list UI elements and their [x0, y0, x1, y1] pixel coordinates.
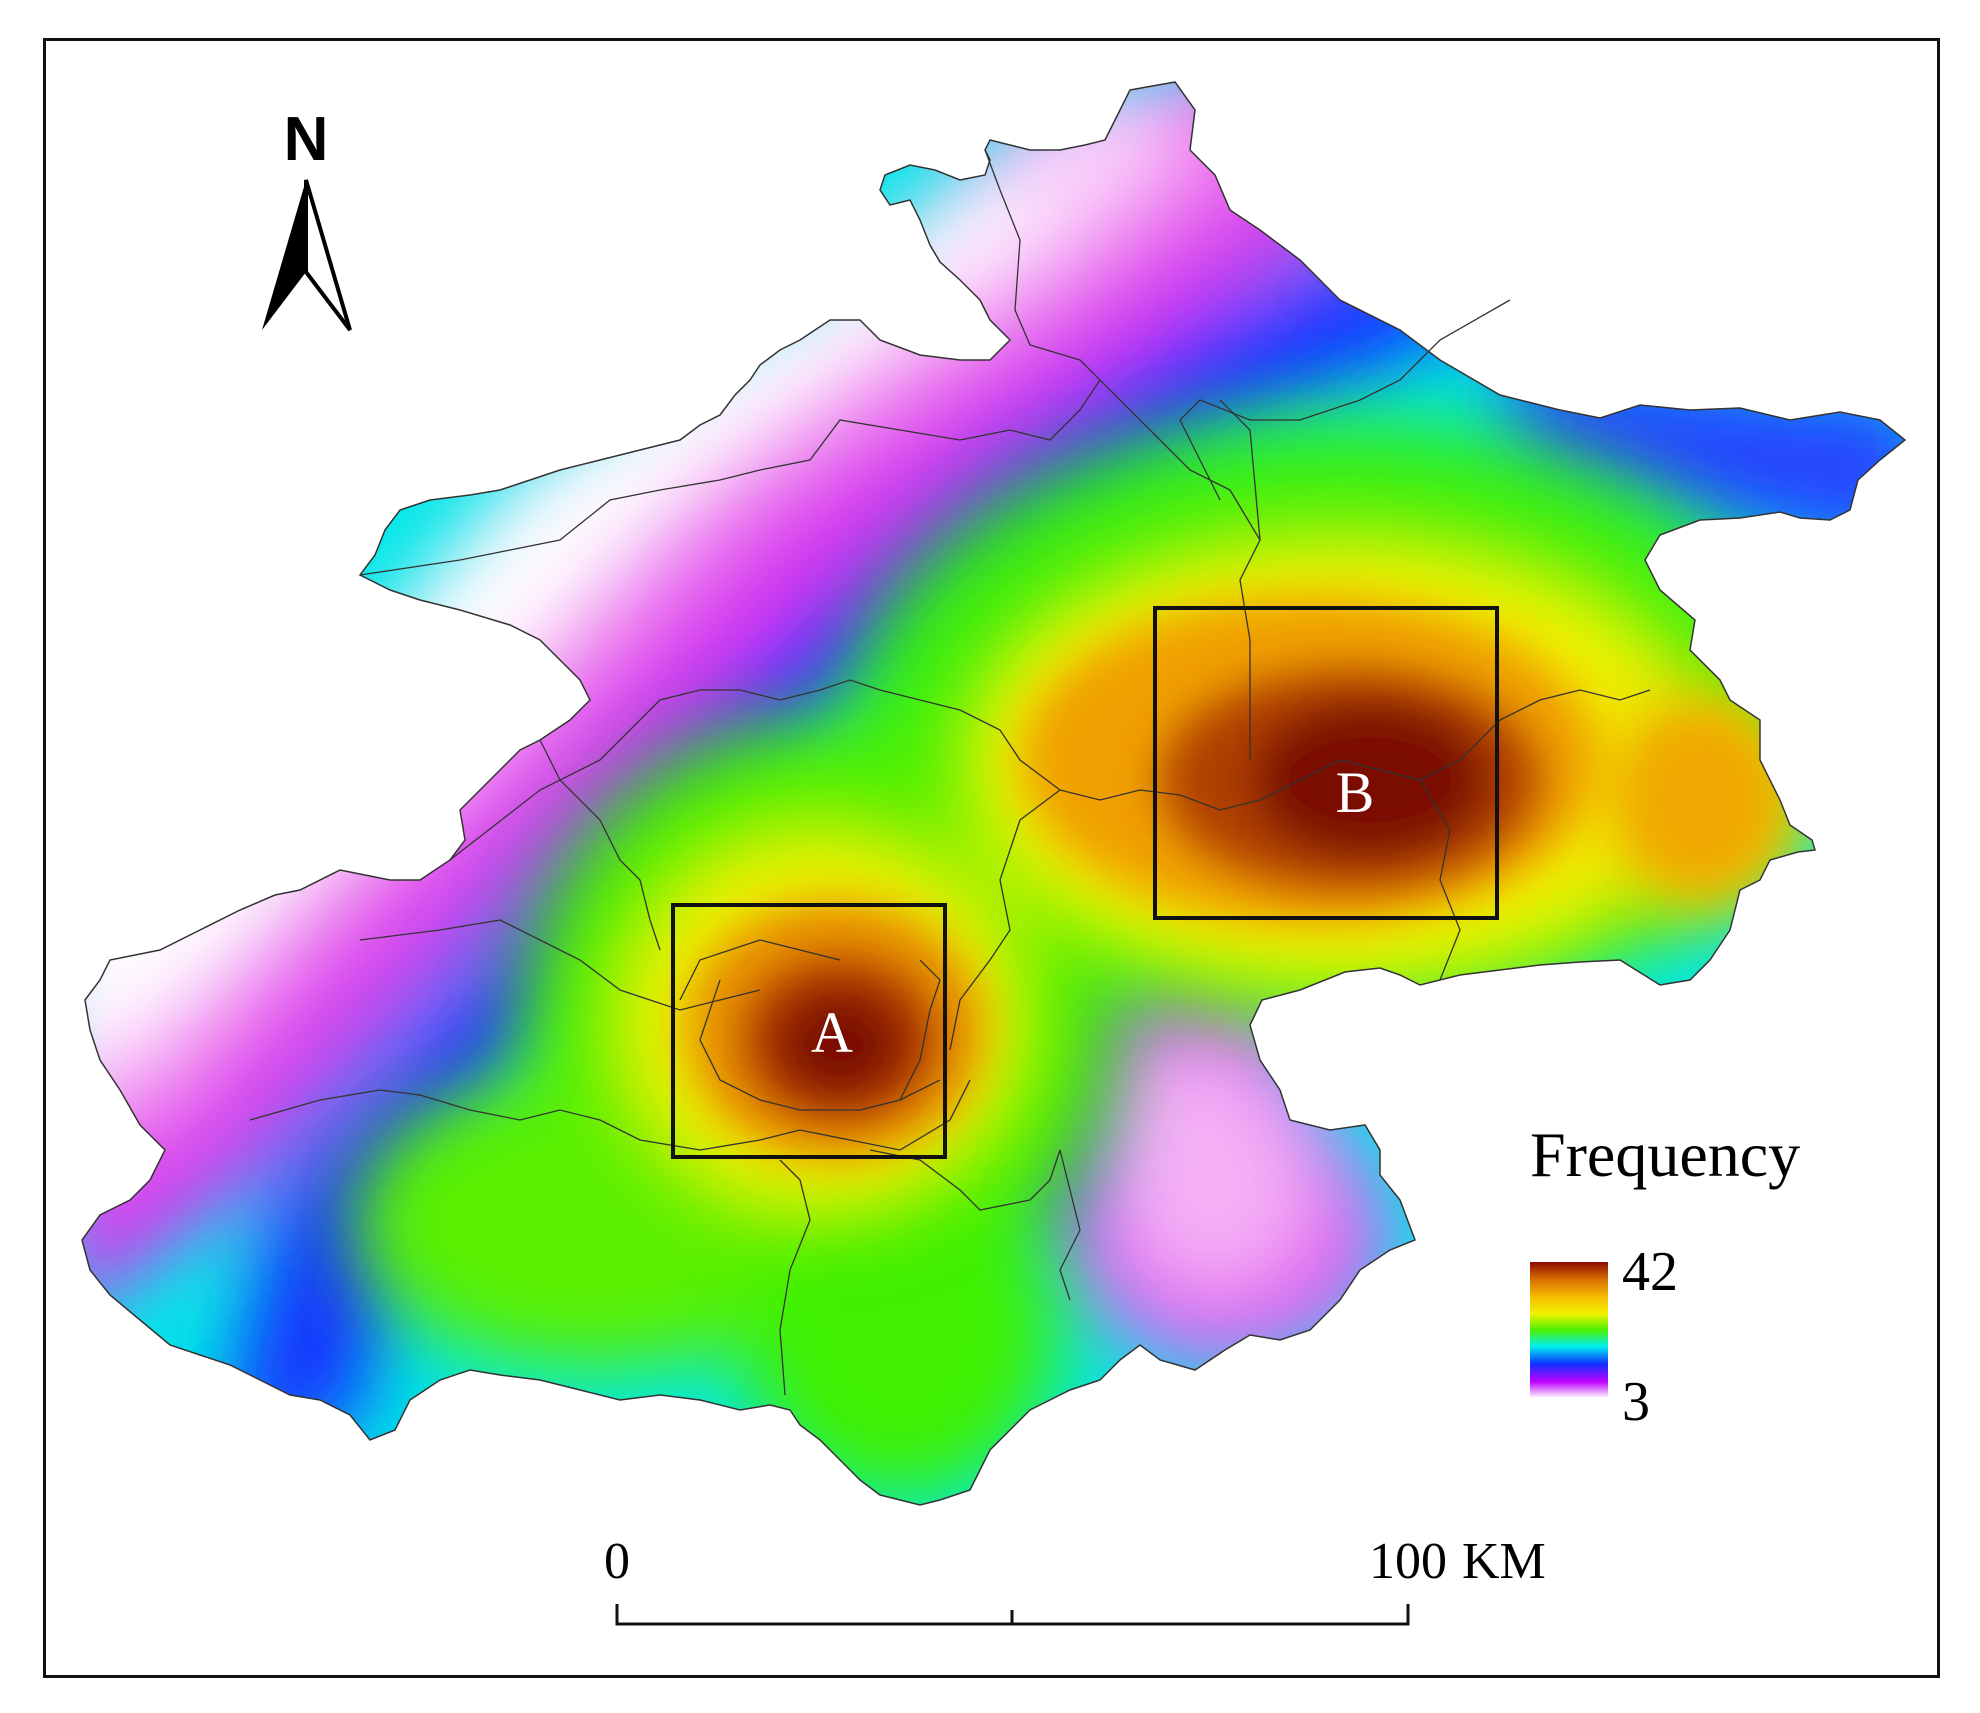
- legend-max-label: 42: [1622, 1241, 1678, 1303]
- north-arrow-icon: [262, 180, 306, 330]
- hotspot-label-a: A: [811, 1000, 853, 1065]
- legend-min-label: 3: [1622, 1371, 1650, 1433]
- scale-bar-line: [615, 1604, 1410, 1626]
- hotspot-box-b: [1153, 606, 1499, 920]
- hotspot-label-b: B: [1336, 760, 1375, 825]
- scale-start-label: 0: [604, 1533, 630, 1590]
- district-boundaries: [249, 149, 1651, 1396]
- hotspot-box-a: [671, 903, 947, 1159]
- north-arrow: N: [262, 105, 352, 332]
- legend-color-ramp: [1530, 1262, 1608, 1398]
- legend-title: Frequency: [1530, 1119, 1800, 1190]
- north-arrow-outline-icon: [304, 179, 352, 332]
- north-arrow-label: N: [284, 105, 329, 174]
- scale-unit-label: KM: [1462, 1533, 1546, 1590]
- scale-end-label: 100: [1369, 1533, 1447, 1590]
- legend: Frequency 42 3: [1530, 1119, 1800, 1433]
- scale-bar: 0 100 KM: [604, 1533, 1546, 1626]
